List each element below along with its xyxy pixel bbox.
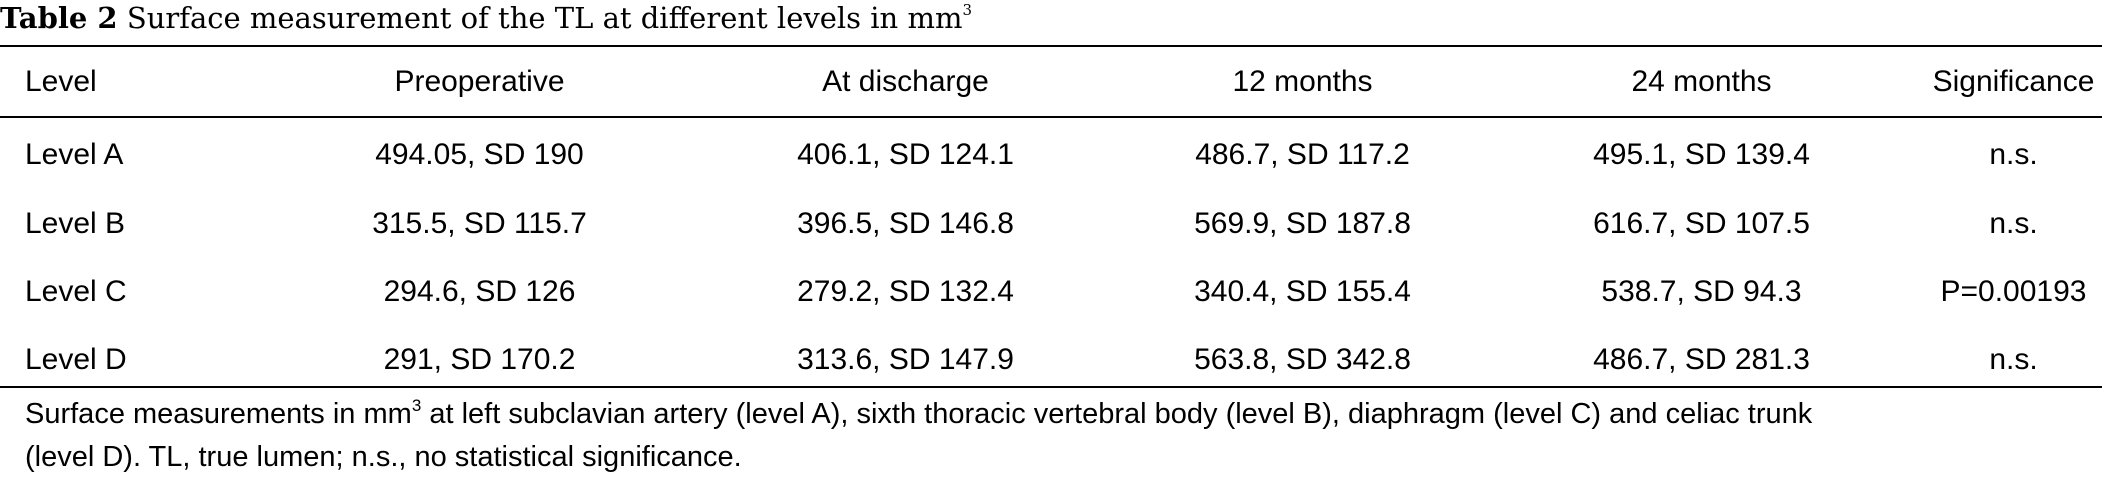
- row-level-cell: Level D: [25, 343, 127, 376]
- row-level-cell: Level A: [25, 138, 124, 171]
- column-header-24-months: 24 months: [1631, 64, 1772, 98]
- table-row: Level B 315.5, SD 115.7 396.5, SD 146.8 …: [0, 190, 2102, 258]
- table-row: Level A 494.05, SD 190 406.1, SD 124.1 4…: [0, 116, 2102, 190]
- preoperative-cell: 291, SD 170.2: [383, 343, 576, 376]
- footnote-line-2: (level D). TL, true lumen; n.s., no stat…: [25, 441, 742, 473]
- 12-months-cell: 486.7, SD 117.2: [1195, 138, 1410, 171]
- table-header-row: Level Preoperative At discharge 12 month…: [0, 47, 2102, 116]
- row-level-cell: Level C: [25, 275, 127, 308]
- table-row: Level C 294.6, SD 126 279.2, SD 132.4 34…: [0, 258, 2102, 326]
- significance-cell: n.s.: [1989, 343, 2038, 376]
- table-caption-label: Table 2: [0, 1, 118, 35]
- table-caption: Table 2 Surface measurement of the TL at…: [0, 0, 972, 42]
- significance-cell: n.s.: [1989, 207, 2038, 240]
- footnote-superscript: 3: [411, 396, 422, 415]
- row-level-cell: Level B: [25, 207, 126, 240]
- significance-cell: n.s.: [1989, 138, 2038, 171]
- 24-months-cell: 486.7, SD 281.3: [1593, 343, 1810, 376]
- 12-months-cell: 340.4, SD 155.4: [1194, 275, 1411, 308]
- table-row: Level D 291, SD 170.2 313.6, SD 147.9 56…: [0, 326, 2102, 394]
- column-header-12-months: 12 months: [1232, 64, 1373, 98]
- at-discharge-cell: 396.5, SD 146.8: [797, 207, 1014, 240]
- significance-cell: P=0.00193: [1940, 275, 2087, 308]
- at-discharge-cell: 406.1, SD 124.1: [797, 138, 1014, 171]
- 12-months-cell: 569.9, SD 187.8: [1194, 207, 1411, 240]
- surface-measurement-table: Level Preoperative At discharge 12 month…: [0, 47, 2102, 394]
- table-top-rule: [0, 45, 2102, 47]
- table-bottom-rule: [0, 386, 2102, 388]
- table-caption-superscript: 3: [962, 1, 972, 19]
- column-header-level: Level: [25, 64, 97, 98]
- column-header-preoperative: Preoperative: [394, 64, 565, 98]
- 12-months-cell: 563.8, SD 342.8: [1194, 343, 1411, 376]
- table-header-rule: [0, 116, 2102, 118]
- preoperative-cell: 294.6, SD 126: [383, 275, 576, 308]
- preoperative-cell: 494.05, SD 190: [375, 138, 584, 171]
- table-caption-text: Surface measurement of the TL at differe…: [126, 1, 963, 35]
- table-footnote: Surface measurements in mm3 at left subc…: [25, 393, 2095, 479]
- at-discharge-cell: 313.6, SD 147.9: [797, 343, 1014, 376]
- column-header-significance: Significance: [1932, 64, 2095, 98]
- column-header-at-discharge: At discharge: [822, 64, 989, 98]
- footnote-line-1: Surface measurements in mm3 at left subc…: [25, 393, 2095, 436]
- at-discharge-cell: 279.2, SD 132.4: [797, 275, 1014, 308]
- footnote-text-start: Surface measurements in mm: [25, 398, 412, 430]
- 24-months-cell: 495.1, SD 139.4: [1593, 138, 1810, 171]
- 24-months-cell: 616.7, SD 107.5: [1593, 207, 1810, 240]
- preoperative-cell: 315.5, SD 115.7: [372, 207, 587, 240]
- footnote-text-end: at left subclavian artery (level A), six…: [421, 398, 1813, 430]
- 24-months-cell: 538.7, SD 94.3: [1601, 275, 1802, 308]
